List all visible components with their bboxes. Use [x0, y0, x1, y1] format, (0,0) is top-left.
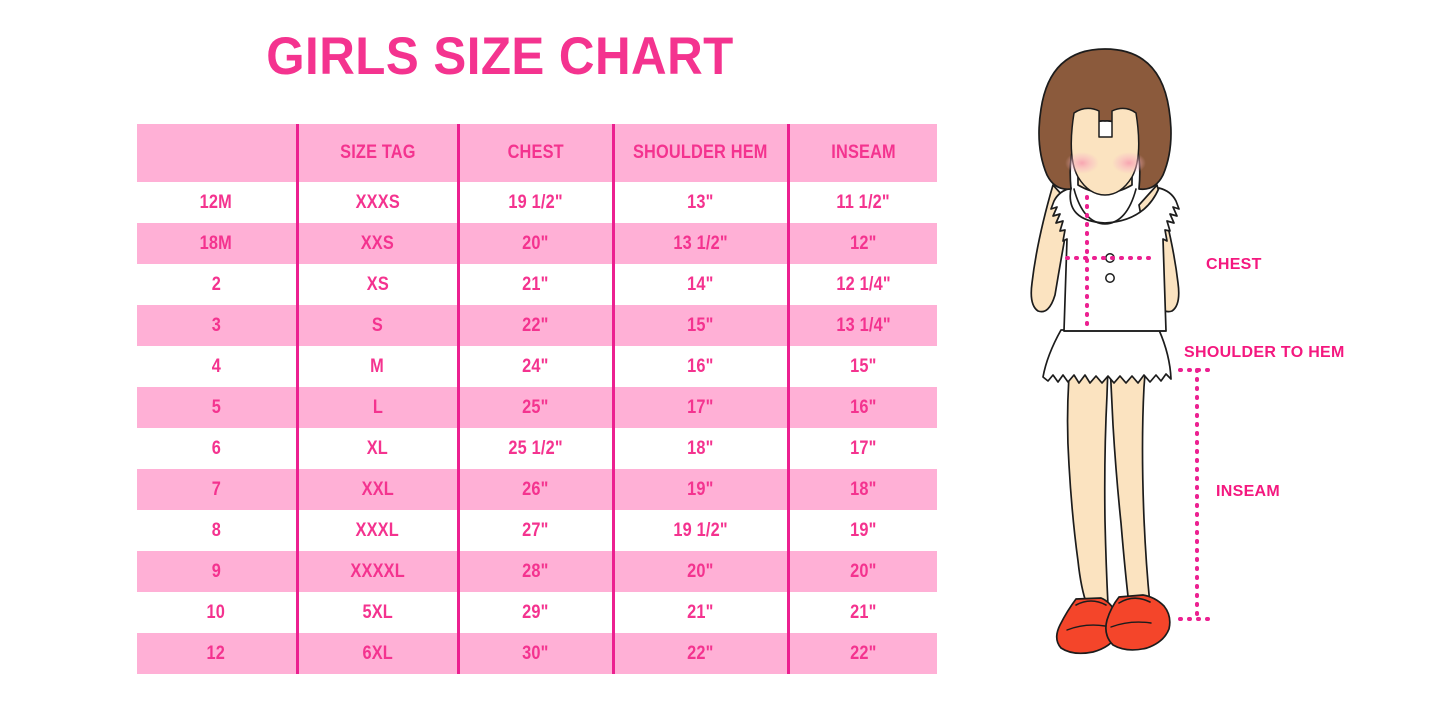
cell-size-tag: 5XL — [295, 592, 458, 633]
cell-inseam: 13 1/4" — [786, 305, 937, 346]
cell-inseam: 11 1/2" — [786, 182, 937, 223]
table-row: 12M XXXS 19 1/2" 13" 11 1/2" — [137, 182, 937, 223]
top-garment-shape — [1050, 187, 1180, 332]
cell-size-tag: XXXXL — [295, 551, 458, 592]
cell-size-tag: XXXS — [295, 182, 458, 223]
column-header-chest: CHEST — [456, 124, 613, 182]
cell-inseam: 17" — [786, 428, 937, 469]
cell-chest: 19 1/2" — [456, 182, 613, 223]
cell-inseam: 22" — [786, 633, 937, 674]
cell-size-tag: L — [295, 387, 458, 428]
cell-inseam: 21" — [786, 592, 937, 633]
cell-shoulder-hem: 20" — [611, 551, 788, 592]
cell-shoulder-hem: 14" — [611, 264, 788, 305]
table-header-row: SIZE TAG CHEST SHOULDER HEM INSEAM — [137, 124, 937, 182]
table-row: 10 5XL 29" 21" 21" — [137, 592, 937, 633]
cell-size: 12 — [206, 642, 226, 664]
cell-inseam: 15" — [786, 346, 937, 387]
cell-size: 7 — [211, 478, 221, 500]
cell-size: 9 — [211, 560, 221, 582]
cell-chest: 24" — [456, 346, 613, 387]
cell-size-tag: XXL — [295, 469, 458, 510]
table-row: 4 M 24" 16" 15" — [137, 346, 937, 387]
button-lower-icon — [1105, 273, 1115, 283]
cell-inseam: 12 1/4" — [786, 264, 937, 305]
blush-left-cheek — [1065, 152, 1099, 174]
cell-shoulder-hem: 22" — [611, 633, 788, 674]
cell-chest: 30" — [456, 633, 613, 674]
cell-chest: 21" — [456, 264, 613, 305]
cell-shoulder-hem: 21" — [611, 592, 788, 633]
cell-shoulder-hem: 13" — [611, 182, 788, 223]
callout-label-chest: CHEST — [1206, 256, 1262, 273]
cell-size: 8 — [211, 519, 221, 541]
left-shoe-shape — [1055, 597, 1120, 655]
cell-size-tag: M — [295, 346, 458, 387]
table-row: 18M XXS 20" 13 1/2" 12" — [137, 223, 937, 264]
column-header-size-tag: SIZE TAG — [295, 124, 458, 182]
cell-size: 2 — [211, 273, 221, 295]
cell-shoulder-hem: 18" — [611, 428, 788, 469]
table-row: 2 XS 21" 14" 12 1/4" — [137, 264, 937, 305]
cell-chest: 27" — [456, 510, 613, 551]
table-row: 7 XXL 26" 19" 18" — [137, 469, 937, 510]
table-row: 12 6XL 30" 22" 22" — [137, 633, 937, 674]
cell-size-tag: S — [295, 305, 458, 346]
cell-size: 10 — [206, 601, 226, 623]
cell-size: 5 — [211, 396, 221, 418]
cell-size-tag: XS — [295, 264, 458, 305]
right-shoe-shape — [1105, 594, 1171, 651]
cell-shoulder-hem: 17" — [611, 387, 788, 428]
cell-inseam: 12" — [786, 223, 937, 264]
cell-shoulder-hem: 13 1/2" — [611, 223, 788, 264]
table-row: 5 L 25" 17" 16" — [137, 387, 937, 428]
cell-size-tag: XL — [295, 428, 458, 469]
cell-size: 6 — [211, 437, 221, 459]
column-header-size — [137, 124, 297, 182]
cell-inseam: 19" — [786, 510, 937, 551]
skirt-shape — [1042, 329, 1172, 384]
page-title: GIRLS SIZE CHART — [266, 27, 734, 86]
cell-size: 3 — [211, 314, 221, 336]
head-shape — [1038, 48, 1172, 196]
cell-size-tag: 6XL — [295, 633, 458, 674]
girl-figure-illustration — [975, 25, 1235, 695]
table-row: 9 XXXXL 28" 20" 20" — [137, 551, 937, 592]
cell-size-tag: XXS — [295, 223, 458, 264]
cell-inseam: 20" — [786, 551, 937, 592]
cell-inseam: 16" — [786, 387, 937, 428]
column-header-inseam: INSEAM — [786, 124, 937, 182]
cell-shoulder-hem: 19 1/2" — [611, 510, 788, 551]
table-row: 6 XL 25 1/2" 18" 17" — [137, 428, 937, 469]
column-header-shoulder-hem: SHOULDER HEM — [611, 124, 788, 182]
cell-chest: 29" — [456, 592, 613, 633]
cell-chest: 25 1/2" — [456, 428, 613, 469]
cell-chest: 28" — [456, 551, 613, 592]
blush-right-cheek — [1112, 152, 1146, 174]
callout-label-inseam: INSEAM — [1216, 483, 1281, 500]
table-body: 12M XXXS 19 1/2" 13" 11 1/2" 18M XXS 20" 13 1/2"… — [137, 182, 937, 674]
table-row: 3 S 22" 15" 13 1/4" — [137, 305, 937, 346]
cell-chest: 22" — [456, 305, 613, 346]
cell-size: 18M — [200, 232, 233, 254]
cell-shoulder-hem: 19" — [611, 469, 788, 510]
size-chart-table: SIZE TAG CHEST SHOULDER HEM INSEAM 12M XX… — [137, 124, 937, 674]
cell-size-tag: XXXL — [295, 510, 458, 551]
cell-chest: 25" — [456, 387, 613, 428]
cell-shoulder-hem: 15" — [611, 305, 788, 346]
callout-label-shoulder-to-hem: SHOULDER TO HEM — [1184, 344, 1345, 361]
cell-size: 12M — [200, 191, 233, 213]
table-row: 8 XXXL 27" 19 1/2" 19" — [137, 510, 937, 551]
cell-chest: 26" — [456, 469, 613, 510]
cell-shoulder-hem: 16" — [611, 346, 788, 387]
cell-inseam: 18" — [786, 469, 937, 510]
cell-chest: 20" — [456, 223, 613, 264]
cell-size: 4 — [211, 355, 221, 377]
